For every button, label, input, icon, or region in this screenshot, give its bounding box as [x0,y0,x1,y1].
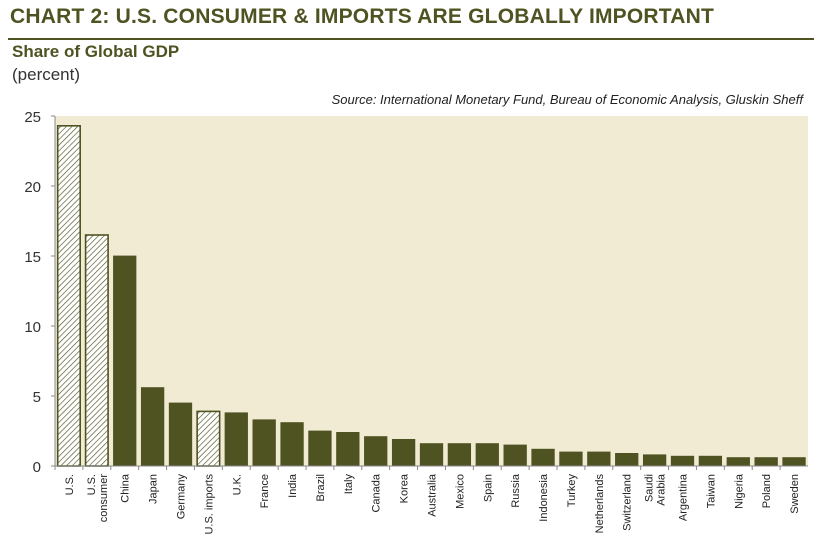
bar [559,451,583,467]
x-tick-label: Arabia [656,473,668,506]
bar [196,410,221,467]
x-tick-label: Taiwan [705,474,717,508]
plot-background [55,116,808,466]
bar [252,419,276,467]
y-tick-label: 5 [33,389,41,406]
x-tick-label: Russia [510,473,522,508]
x-tick-label: Brazil [315,474,327,502]
bar [364,436,388,467]
x-tick-label: Italy [343,474,355,495]
y-tick-label: 0 [33,459,41,476]
x-tick-label: Indonesia [538,473,550,522]
bar [56,125,81,467]
x-tick-label: Turkey [566,474,578,508]
bar [308,430,332,467]
x-axis: U.S. U.S. consumer China Japan Germany U.S. im… [54,465,808,535]
bar [447,443,472,467]
x-tick-label: U.S. [86,474,98,495]
bar [391,438,416,467]
x-tick-label: Sweden [789,474,801,514]
x-tick-label: Poland [761,474,773,508]
bar [475,443,499,467]
bar [140,387,165,467]
y-tick-label: 20 [24,179,41,196]
bar [84,234,109,467]
x-tick-label: Germany [176,474,188,520]
chart-source: Source: International Monetary Fund, Bur… [331,92,803,107]
chart-unit: (percent) [12,65,81,84]
bar [503,444,527,467]
x-tick-label: Canada [371,473,383,512]
x-tick-label: Argentina [678,473,690,521]
x-tick-label: U.S. [64,474,76,495]
bar [587,451,611,467]
bar [782,457,806,467]
x-tick-label: Saudi [644,474,656,502]
x-tick-label: Spain [482,474,494,502]
title-rule [8,38,814,40]
y-tick-label: 25 [24,109,41,126]
bar [224,412,248,467]
x-tick-label: Korea [399,473,411,503]
bar [754,457,778,467]
x-tick-label: France [259,474,271,508]
bar [531,448,555,467]
bar [615,452,639,467]
y-tick-label: 10 [24,319,41,336]
bar [698,455,723,467]
x-tick-label: Switzerland [622,474,634,531]
bar [670,455,695,467]
bar [280,422,304,467]
x-tick-label: Nigeria [733,473,745,509]
chart-subtitle: Share of Global GDP [12,42,180,61]
bar [168,402,193,467]
y-axis: 0 5 10 15 20 25 [24,109,56,476]
x-tick-label: Australia [427,473,439,517]
x-tick-label: Mexico [454,474,466,509]
bar [642,454,667,467]
x-tick-label: consumer [98,474,110,523]
x-tick-label: Japan [148,474,160,504]
bar [726,457,750,467]
x-tick-label: U.S. imports [203,474,215,535]
bar [113,255,137,467]
x-tick-label: India [287,473,299,498]
x-tick-label: China [120,473,132,503]
y-tick-label: 15 [24,249,41,266]
bar [336,431,360,467]
chart-title: CHART 2: U.S. CONSUMER & IMPORTS ARE GLO… [10,5,715,28]
x-tick-label: U.K. [231,474,243,495]
x-tick-label: Netherlands [594,474,606,534]
bar [419,443,444,467]
